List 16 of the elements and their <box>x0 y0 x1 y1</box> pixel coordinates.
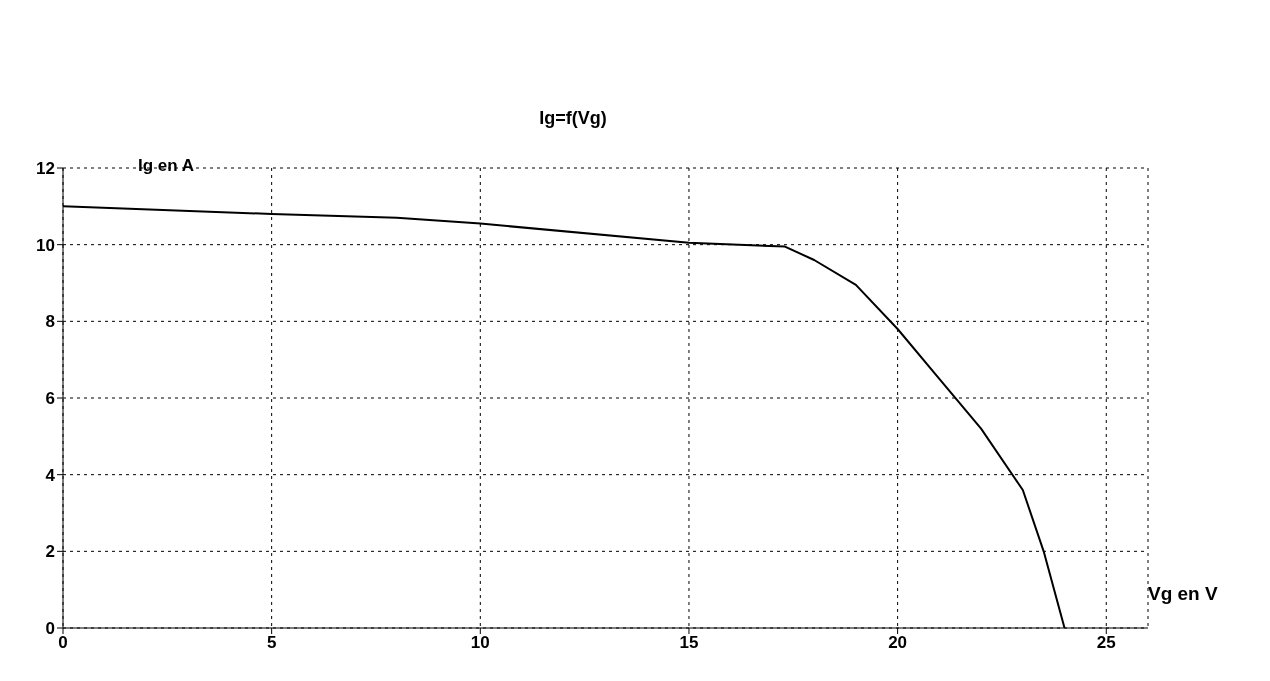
x-tick-label: 10 <box>470 633 490 653</box>
x-axis-title: Vg en V <box>1148 583 1218 605</box>
y-tick-label: 8 <box>45 312 55 332</box>
x-tick-label: 15 <box>679 633 699 653</box>
chart-title: Ig=f(Vg) <box>538 108 608 129</box>
x-tick-label: 20 <box>888 633 908 653</box>
y-tick-label: 6 <box>45 389 55 409</box>
x-tick-label: 5 <box>266 633 277 653</box>
y-tick-label: 2 <box>45 542 55 562</box>
y-tick-label: 0 <box>45 619 55 639</box>
y-axis-title: Ig en A <box>138 156 195 176</box>
x-tick-label: 25 <box>1096 633 1116 653</box>
y-tick-label: 4 <box>45 465 56 485</box>
y-tick-label: 12 <box>36 159 55 179</box>
x-tick-label: 0 <box>58 633 68 653</box>
y-tick-label: 10 <box>36 235 55 255</box>
